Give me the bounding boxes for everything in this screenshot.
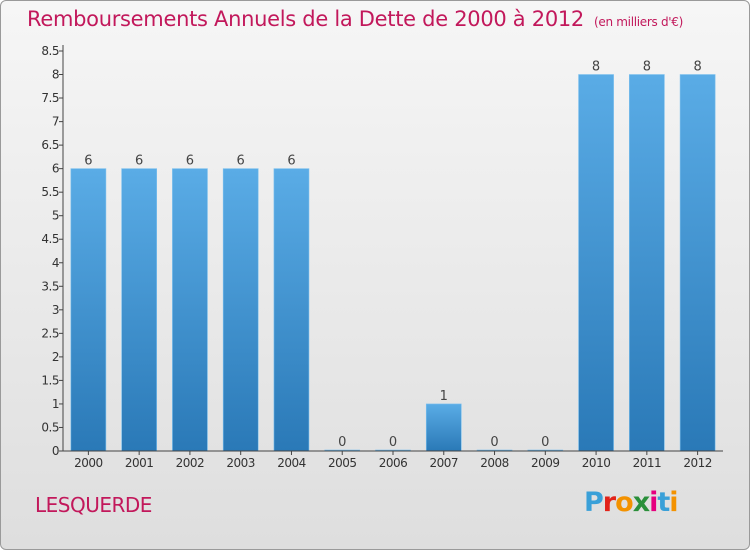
x-tick-label-2003: 2003 [226,456,255,470]
x-tick-label-2001: 2001 [125,456,154,470]
data-label-2003: 6 [237,154,245,169]
data-label-2002: 6 [186,154,194,169]
logo-letter: P [584,487,604,518]
y-tick-label: 7.5 [41,91,59,105]
data-label-2011: 8 [643,60,651,75]
x-tick-label-2000: 2000 [74,456,103,470]
x-tick-label-2007: 2007 [429,456,458,470]
data-label-2006: 0 [389,435,397,450]
data-label-2009: 0 [541,435,549,450]
bar-2003[interactable] [222,168,259,452]
proxiti-logo[interactable]: Proxiti [584,487,679,518]
y-tick-label: 6.5 [41,138,59,152]
y-tick-label: 1 [52,397,59,411]
x-axis: 2000 2001 2002 2003 2004 2005 2006 2007 2008 2009… [63,450,723,470]
y-tick-label: 7 [52,115,59,129]
y-tick-label: 4 [52,256,59,270]
y-axis: 0 0.5 1 1.5 2 2.5 3 3.5 4 4.5 5 5.5 6 6.5 7 7.5 8 8.5 [41,44,64,458]
logo-letter: i [669,487,678,518]
y-tick-label: 5 [52,209,59,223]
y-tick-label: 0.5 [41,420,59,434]
x-tick-label-2009: 2009 [531,456,560,470]
logo-letter: t [657,487,670,518]
bar-2011[interactable] [629,74,665,452]
chart-title-text: Remboursements Annuels de la Dette de 20… [27,7,584,31]
y-tick-label: 6 [52,162,59,176]
x-tick-label-2004: 2004 [277,456,306,470]
bar-2004[interactable] [273,168,310,452]
x-tick-label-2011: 2011 [633,456,662,470]
logo-letter: x [632,487,650,518]
data-label-2004: 6 [287,154,295,169]
bar-2012[interactable] [679,74,716,452]
y-tick-label: 3 [52,303,59,317]
x-tick-label-2002: 2002 [176,456,205,470]
data-label-2000: 6 [84,154,92,169]
data-label-2010: 8 [592,60,600,75]
x-tick-label-2005: 2005 [328,456,357,470]
bar-2002[interactable] [172,168,208,452]
data-label-2007: 1 [440,389,448,404]
bars: 6 6 6 6 6 0 0 1 0 0 8 8 8 [70,60,716,452]
x-tick-label-2012: 2012 [683,456,712,470]
bar-2010[interactable] [578,74,614,452]
x-tick-label-2010: 2010 [582,456,611,470]
x-tick-label-2006: 2006 [379,456,408,470]
y-tick-label: 4.5 [41,232,59,246]
bar-2001[interactable] [121,168,157,452]
bar-2000[interactable] [70,168,107,452]
logo-letter: r [602,487,616,518]
y-tick-label: 0 [52,444,59,458]
commune-name: LESQUERDE [35,493,152,517]
y-tick-label: 3.5 [41,279,59,293]
data-label-2001: 6 [135,154,143,169]
y-tick-label: 5.5 [41,185,59,199]
x-tick-label-2008: 2008 [480,456,509,470]
data-label-2008: 0 [490,435,498,450]
logo-letter: o [615,487,634,518]
chart-title: Remboursements Annuels de la Dette de 20… [27,7,683,31]
y-tick-label: 1.5 [41,373,59,387]
data-label-2012: 8 [693,60,701,75]
y-tick-label: 8 [52,68,59,82]
data-label-2005: 0 [338,435,346,450]
logo-letter: i [649,487,658,518]
y-tick-label: 2.5 [41,326,59,340]
chart-unit: (en milliers d'€) [594,15,684,29]
bar-2007[interactable] [425,403,462,452]
y-tick-label: 8.5 [41,44,59,58]
y-tick-label: 2 [52,350,59,364]
